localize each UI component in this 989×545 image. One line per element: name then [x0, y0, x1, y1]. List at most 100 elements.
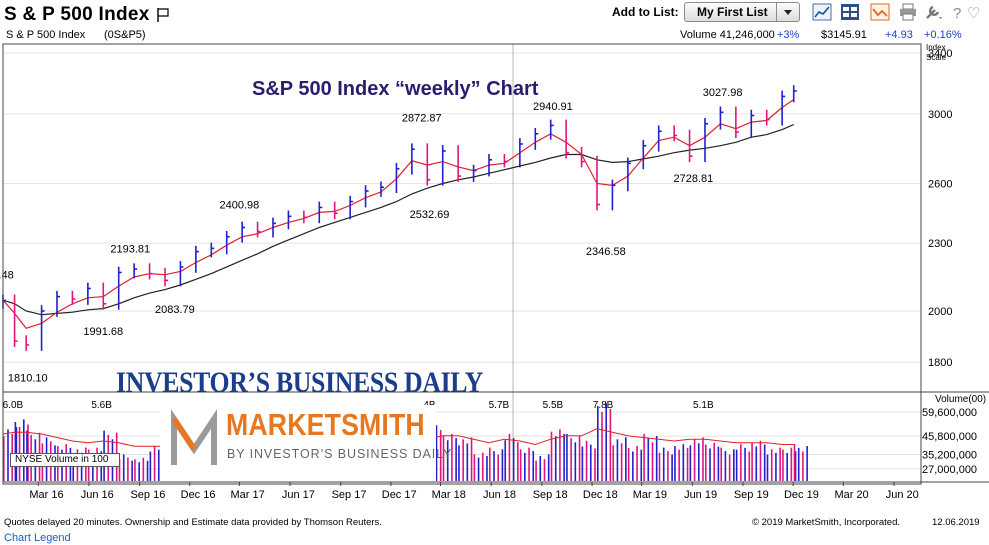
price-annotation: 2193.81 [110, 243, 150, 255]
alert-icon[interactable] [870, 3, 890, 21]
volume-tick-label: 35,200,000 [922, 450, 977, 462]
volume-bar [709, 448, 711, 481]
price-bar [534, 127, 539, 150]
marketsmith-mark-icon [171, 409, 217, 465]
volume-bar [473, 454, 476, 481]
volume-bar [489, 447, 491, 481]
date-tick-label: Jun 16 [81, 489, 114, 501]
price-tick-label: 3400 [928, 48, 952, 60]
volume-bar [22, 419, 25, 481]
price-bar [657, 125, 662, 152]
price-annotation: 2728.81 [674, 173, 714, 185]
volume-bar [477, 457, 480, 481]
volume-bar [627, 447, 630, 481]
ibd-logo: INVESTOR’S BUSINESS DAILY [116, 366, 484, 399]
chart-title: S&P 500 Index “weekly” Chart [252, 78, 539, 100]
volume-bar [554, 436, 557, 481]
price-bar [673, 125, 678, 142]
scale-label-scale: Scale [926, 53, 947, 62]
price-bar [87, 282, 91, 305]
volume-bar [763, 444, 766, 481]
price-grid [3, 52, 921, 363]
price-bar [13, 294, 18, 347]
volume-bar [775, 452, 777, 481]
volume-bar [643, 433, 645, 481]
line-chart-icon[interactable] [812, 3, 832, 21]
volume-bar [539, 455, 542, 481]
price-bar [503, 153, 508, 168]
volume-bar [589, 444, 592, 481]
volume-bar [658, 452, 661, 481]
volume-bar [127, 457, 129, 481]
price-bar [102, 282, 107, 310]
info-symbol-name: S & P 500 Index [6, 29, 86, 41]
price-bar [133, 263, 138, 279]
print-icon[interactable] [898, 3, 918, 21]
list-select[interactable]: My First List [684, 2, 800, 22]
price-annotation: 2346.58 [586, 246, 626, 258]
volume-bar [766, 454, 769, 481]
volume-bar [563, 433, 565, 481]
volume-bar [504, 440, 507, 481]
volume-bar [442, 436, 445, 481]
volume-bar [728, 454, 731, 481]
chart-legend-link[interactable]: Chart Legend [4, 532, 71, 544]
volume-bar [481, 452, 484, 481]
date-tick-label: Mar 17 [231, 489, 265, 501]
volume-bar [134, 459, 136, 481]
volume-bar [455, 438, 457, 481]
volume-bar [682, 444, 685, 481]
volume-bar [674, 446, 676, 481]
price-bar [71, 290, 76, 305]
price-bar [781, 90, 786, 126]
price-bar [441, 145, 446, 186]
price-tick-label: 1800 [928, 357, 952, 369]
volume-bar [550, 431, 553, 481]
volume-bar [131, 460, 133, 481]
volume-bar [470, 437, 473, 481]
date-tick-label: Sep 18 [533, 489, 568, 501]
price-bar [704, 117, 708, 163]
volume-bar [667, 451, 669, 481]
volume-annotation: 5.7B [489, 400, 510, 411]
volume-bar [735, 449, 738, 481]
volume-bar [446, 440, 449, 481]
flag-icon[interactable] [156, 7, 170, 23]
footer-copyright: © 2019 MarketSmith, Incorporated. [752, 517, 900, 528]
volume-bar [705, 444, 707, 481]
volume-bar [466, 443, 469, 481]
volume-bar [118, 459, 121, 481]
date-tick-label: Sep 16 [130, 489, 165, 501]
volume-bar [601, 411, 603, 481]
volume-bar [733, 449, 735, 481]
volume-bar [662, 447, 665, 481]
price-bar [488, 153, 492, 177]
volume-bar [770, 449, 773, 481]
wrench-icon[interactable] [924, 3, 944, 21]
price-bar [318, 201, 323, 224]
info-symbol-code: (0S&P5) [104, 29, 146, 41]
list-select-value: My First List [697, 5, 768, 19]
volume-bar [751, 442, 753, 481]
chevron-down-icon[interactable] [776, 3, 799, 21]
date-tick-label: Jun 19 [684, 489, 717, 501]
price-bar [426, 143, 431, 186]
price-bar [272, 217, 276, 238]
table-icon[interactable] [840, 3, 860, 21]
volume-bar [578, 436, 581, 481]
price-bar [411, 143, 415, 175]
price-bar [117, 266, 122, 310]
volume-bar [620, 443, 623, 481]
price-bar [750, 109, 755, 138]
price-bar [380, 181, 384, 197]
volume-bar [782, 449, 784, 481]
price-bar [241, 221, 246, 243]
volume-bar [574, 442, 577, 481]
price-bar [225, 230, 230, 255]
volume-bar [435, 425, 438, 481]
scale-label-index: Index [926, 43, 946, 52]
price-bar [688, 129, 693, 163]
volume-bar [142, 457, 145, 481]
help-icon[interactable]: ? ♡ [950, 3, 984, 21]
volume-bar [724, 451, 727, 481]
